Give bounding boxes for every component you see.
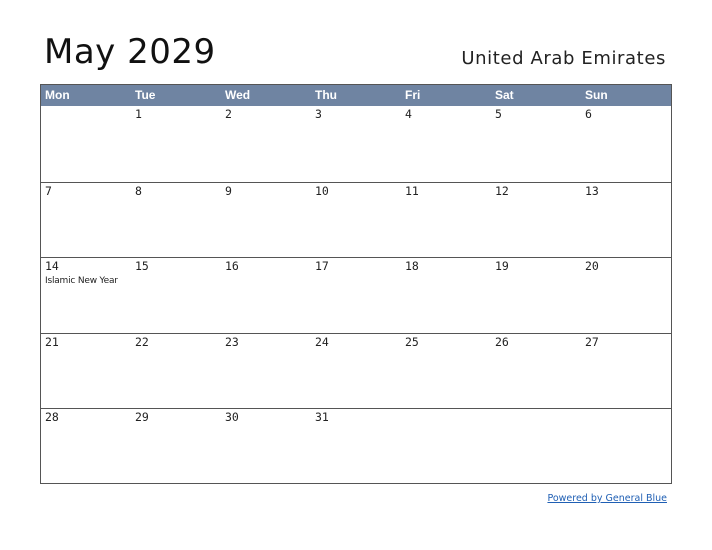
day-number: 4	[405, 107, 412, 121]
day-number: 17	[315, 259, 329, 274]
day-number: 16	[225, 259, 239, 274]
day-cell: 9	[221, 183, 311, 258]
day-number: 11	[405, 183, 419, 198]
day-cell: 10	[311, 183, 401, 258]
day-cell	[401, 409, 491, 484]
day-number: 25	[405, 334, 419, 349]
day-cell: 21	[41, 334, 131, 409]
day-cell: 7	[41, 183, 131, 258]
day-number: 24	[315, 334, 329, 349]
day-number: 19	[495, 259, 509, 274]
calendar-grid: Mon Tue Wed Thu Fri Sat Sun 1 2 3 4 5 6 7 8 9 10 1…	[40, 84, 672, 484]
week-row: 28 29 30 31	[41, 408, 671, 484]
powered-by-link[interactable]: Powered by General Blue	[547, 493, 667, 504]
weekday-wed: Wed	[225, 88, 251, 102]
day-cell: 19	[491, 258, 581, 333]
day-number: 18	[405, 259, 419, 274]
day-cell: 13	[581, 183, 671, 258]
day-number: 28	[45, 410, 59, 425]
weekday-sun: Sun	[585, 88, 608, 102]
day-cell: 31	[311, 409, 401, 484]
day-cell: 8	[131, 183, 221, 258]
day-cell: 30	[221, 409, 311, 484]
week-row: 7 8 9 10 11 12 13	[41, 181, 671, 258]
day-cell: 24	[311, 334, 401, 409]
day-number: 12	[495, 183, 509, 198]
day-number: 21	[45, 334, 59, 349]
day-cell: 3	[311, 106, 401, 182]
weeks-container: 1 2 3 4 5 6 7 8 9 10 11 12 13 14 Islamic New Year 15 16 1…	[41, 106, 671, 484]
day-number: 7	[45, 183, 52, 198]
day-cell: 17	[311, 258, 401, 333]
day-cell: 28	[41, 409, 131, 484]
day-cell	[41, 106, 131, 182]
day-cell: 12	[491, 183, 581, 258]
holiday-label: Islamic New Year	[45, 276, 118, 287]
day-number: 29	[135, 410, 149, 425]
weekday-fri: Fri	[405, 88, 421, 102]
day-cell: 18	[401, 258, 491, 333]
weekday-tue: Tue	[135, 88, 156, 102]
day-number: 26	[495, 334, 509, 349]
page-title: May 2029	[44, 32, 216, 72]
day-cell: 4	[401, 106, 491, 182]
weekday-sat: Sat	[495, 88, 514, 102]
day-number: 31	[315, 410, 329, 425]
day-number: 3	[315, 107, 322, 121]
day-number: 22	[135, 334, 149, 349]
week-row: 21 22 23 24 25 26 27	[41, 332, 671, 409]
day-cell: 5	[491, 106, 581, 182]
day-number: 1	[135, 107, 142, 121]
day-cell: 29	[131, 409, 221, 484]
day-number: 30	[225, 410, 239, 425]
day-cell: 27	[581, 334, 671, 409]
day-cell	[491, 409, 581, 484]
country-name: United Arab Emirates	[461, 48, 666, 69]
day-number: 9	[225, 183, 232, 198]
day-number: 6	[585, 107, 592, 121]
day-cell: 15	[131, 258, 221, 333]
day-number: 2	[225, 107, 232, 121]
day-number: 20	[585, 259, 599, 274]
day-cell: 26	[491, 334, 581, 409]
weekday-header: Mon Tue Wed Thu Fri Sat Sun	[41, 85, 671, 106]
week-row: 1 2 3 4 5 6	[41, 106, 671, 182]
day-cell: 22	[131, 334, 221, 409]
day-cell: 2	[221, 106, 311, 182]
day-cell: 23	[221, 334, 311, 409]
day-cell: 25	[401, 334, 491, 409]
day-number: 5	[495, 107, 502, 121]
day-cell: 16	[221, 258, 311, 333]
day-cell: 20	[581, 258, 671, 333]
day-number: 27	[585, 334, 599, 349]
day-number: 14	[45, 259, 59, 274]
day-cell	[581, 409, 671, 484]
day-cell: 11	[401, 183, 491, 258]
weekday-thu: Thu	[315, 88, 337, 102]
day-number: 15	[135, 259, 149, 274]
day-number: 8	[135, 183, 142, 198]
day-number: 23	[225, 334, 239, 349]
day-number: 10	[315, 183, 329, 198]
day-cell: 6	[581, 106, 671, 182]
day-number: 13	[585, 183, 599, 198]
day-cell: 1	[131, 106, 221, 182]
weekday-mon: Mon	[45, 88, 70, 102]
day-cell: 14 Islamic New Year	[41, 258, 131, 333]
week-row: 14 Islamic New Year 15 16 17 18 19 20	[41, 257, 671, 333]
